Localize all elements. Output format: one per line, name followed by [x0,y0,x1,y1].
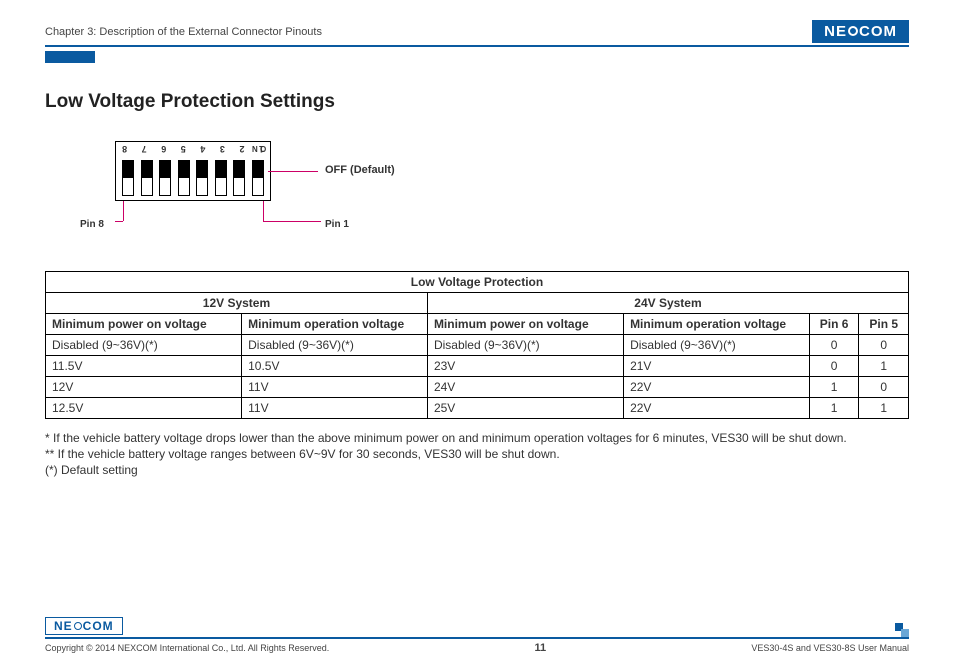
dip-switch [233,160,245,196]
cell: 23V [427,356,623,377]
footer-decoration-icon [895,623,909,637]
dip-num: 8 [122,144,127,154]
cell: Disabled (9~36V)(*) [427,335,623,356]
low-voltage-table: Low Voltage Protection 12V System 24V Sy… [45,271,909,419]
page-footer: NECOM Copyright © 2014 NEXCOM Internatio… [45,617,909,654]
header-12v: 12V System [46,293,428,314]
cell: 11V [242,398,428,419]
callout-hline-pin1 [263,221,321,222]
footnotes: * If the vehicle battery voltage drops l… [45,431,909,477]
chapter-label: Chapter 3: Description of the External C… [45,26,322,38]
cell: 11V [242,377,428,398]
footnote-2: ** If the vehicle battery voltage ranges… [45,447,909,461]
dip-switches [120,160,266,196]
dip-num: 1 [259,144,264,154]
cell: 12.5V [46,398,242,419]
cell: Disabled (9~36V)(*) [242,335,428,356]
dip-switch-box: O N 1 2 3 4 5 6 7 8 [115,141,271,201]
header-24v: 24V System [427,293,908,314]
dip-num: 6 [161,144,166,154]
dip-switch [159,160,171,196]
dip-switch [178,160,190,196]
cell: 24V [427,377,623,398]
dip-num: 7 [142,144,147,154]
header-pin5: Pin 5 [859,314,909,335]
page-title: Low Voltage Protection Settings [45,91,909,113]
dip-switch [141,160,153,196]
dip-switch-diagram: O N 1 2 3 4 5 6 7 8 OFF (Default) Pin 8 … [90,141,450,251]
footnote-1: * If the vehicle battery voltage drops l… [45,431,909,445]
dip-num: 4 [200,144,205,154]
footnote-3: (*) Default setting [45,463,909,477]
header-divider [45,45,909,47]
dip-num: 3 [220,144,225,154]
header-mov-24: Minimum operation voltage [624,314,810,335]
off-default-label: OFF (Default) [325,164,395,176]
cell: 10.5V [242,356,428,377]
dip-switch [215,160,227,196]
header-mov-12: Minimum operation voltage [242,314,428,335]
cell: 25V [427,398,623,419]
cell: 1 [809,398,859,419]
cell: 0 [859,377,909,398]
cell: 12V [46,377,242,398]
cell: 0 [809,356,859,377]
cell: 21V [624,356,810,377]
footer-logo: NECOM [45,617,123,635]
footer-divider [45,637,909,639]
cell: Disabled (9~36V)(*) [46,335,242,356]
cell: 11.5V [46,356,242,377]
header-tab-decoration [45,51,95,63]
dip-num: 2 [239,144,244,154]
table-row: Disabled (9~36V)(*) Disabled (9~36V)(*) … [46,335,909,356]
cell: 0 [809,335,859,356]
callout-hline-pin8 [115,221,123,222]
cell: 1 [809,377,859,398]
dip-switch [252,160,264,196]
header-mpv-24: Minimum power on voltage [427,314,623,335]
cell: 0 [859,335,909,356]
pin8-label: Pin 8 [80,219,104,230]
cell: Disabled (9~36V)(*) [624,335,810,356]
dip-switch [196,160,208,196]
copyright-text: Copyright © 2014 NEXCOM International Co… [45,643,329,653]
table-caption: Low Voltage Protection [46,272,909,293]
cell: 22V [624,377,810,398]
table-row: 12.5V 11V 25V 22V 1 1 [46,398,909,419]
manual-title: VES30-4S and VES30-8S User Manual [751,643,909,653]
table-row: 12V 11V 24V 22V 1 0 [46,377,909,398]
dip-switch [122,160,134,196]
callout-line-off [268,171,318,172]
page-number: 11 [535,642,547,654]
page-header: Chapter 3: Description of the External C… [45,20,909,43]
callout-line-pin1 [263,201,264,221]
cell: 1 [859,398,909,419]
brand-logo: NECOM [812,20,909,43]
dip-numbers-row: 1 2 3 4 5 6 7 8 [120,144,266,154]
cell: 1 [859,356,909,377]
callout-line-pin8 [123,201,124,221]
header-mpv-12: Minimum power on voltage [46,314,242,335]
dip-num: 5 [181,144,186,154]
pin1-label: Pin 1 [325,219,349,230]
header-pin6: Pin 6 [809,314,859,335]
cell: 22V [624,398,810,419]
table-row: 11.5V 10.5V 23V 21V 0 1 [46,356,909,377]
